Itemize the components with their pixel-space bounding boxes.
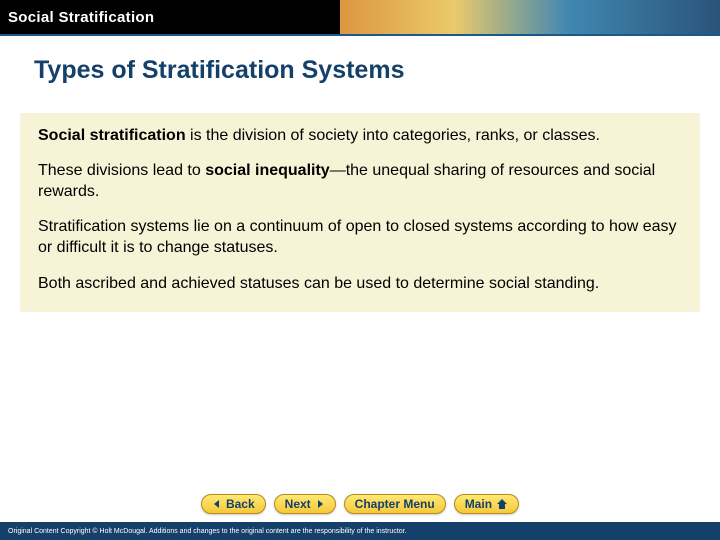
nav-label: Main xyxy=(465,497,492,511)
chapter-menu-button[interactable]: Chapter Menu xyxy=(344,494,446,514)
content-box: Social stratification is the division of… xyxy=(20,113,700,312)
paragraph: Stratification systems lie on a continuu… xyxy=(38,216,682,258)
paragraph: Social stratification is the division of… xyxy=(38,125,682,146)
chevron-left-icon xyxy=(212,499,222,509)
bold-term: social inequality xyxy=(205,162,329,179)
slide-title: Types of Stratification Systems xyxy=(34,56,720,85)
text-segment: is the division of society into categori… xyxy=(186,127,600,144)
bold-term: Social stratification xyxy=(38,127,186,144)
copyright-text: Original Content Copyright © Holt McDoug… xyxy=(0,528,407,535)
paragraph: These divisions lead to social inequalit… xyxy=(38,160,682,202)
footer-bar: Original Content Copyright © Holt McDoug… xyxy=(0,522,720,540)
nav-label: Back xyxy=(226,497,255,511)
nav-label: Chapter Menu xyxy=(355,497,435,511)
header-underline xyxy=(0,34,720,36)
back-button[interactable]: Back xyxy=(201,494,266,514)
header-gradient xyxy=(340,0,720,34)
next-button[interactable]: Next xyxy=(274,494,336,514)
text-segment: These divisions lead to xyxy=(38,162,205,179)
chevron-right-icon xyxy=(315,499,325,509)
main-button[interactable]: Main xyxy=(454,494,519,514)
chapter-title: Social Stratification xyxy=(0,9,154,26)
paragraph: Both ascribed and achieved statuses can … xyxy=(38,273,682,294)
nav-bar: Back Next Chapter Menu Main xyxy=(0,494,720,514)
header-bar: Social Stratification xyxy=(0,0,720,34)
home-icon xyxy=(496,498,508,510)
nav-label: Next xyxy=(285,497,311,511)
header-title-container: Social Stratification xyxy=(0,0,340,34)
